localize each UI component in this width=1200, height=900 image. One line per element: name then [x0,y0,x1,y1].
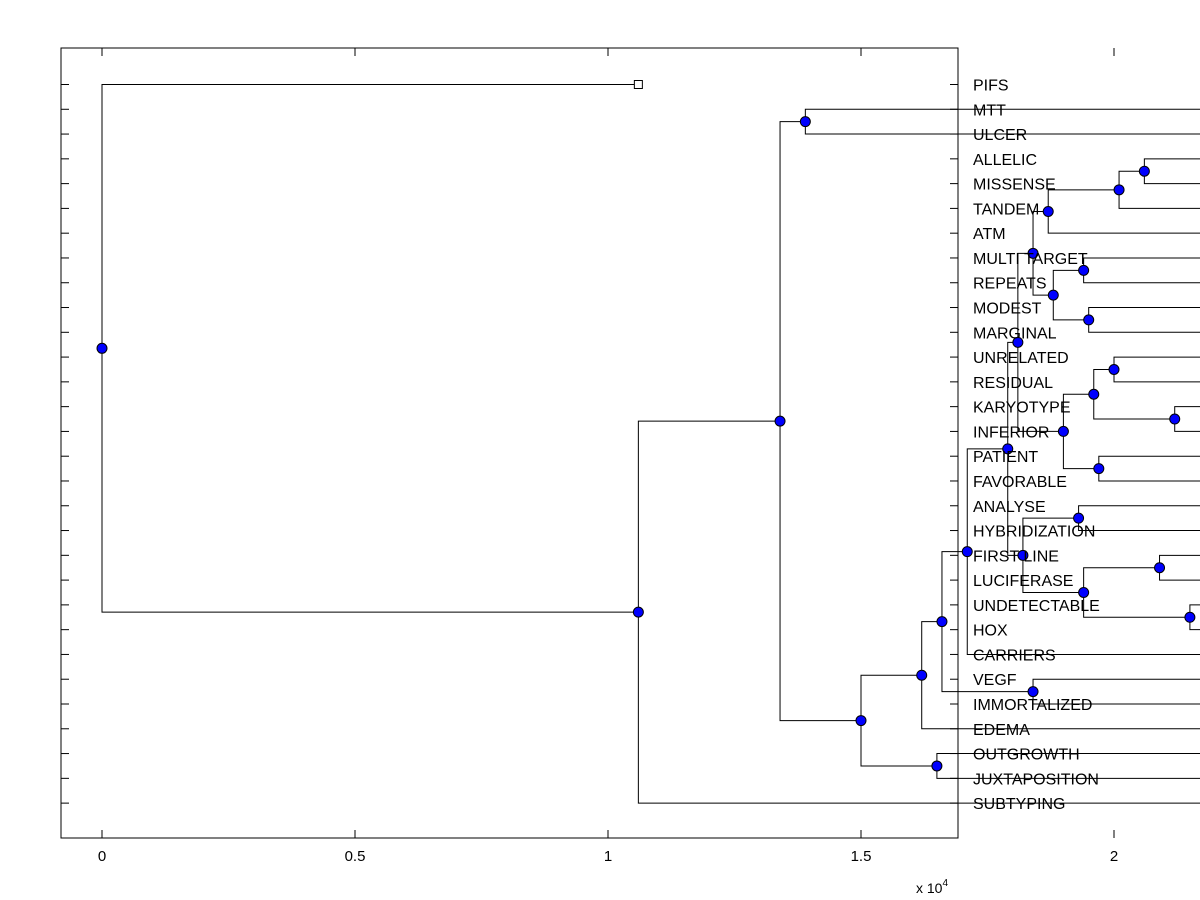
merge-node [96,342,108,354]
leaf-label: VEGF [973,672,1017,689]
merge-node [632,606,644,618]
merge-node [1073,512,1085,524]
leaf-label: ULCER [973,127,1027,144]
leaf-label: UNRELATED [973,350,1069,367]
leaf-label: ANALYSE [973,499,1046,516]
merge-node [1078,264,1090,276]
merge-node [1027,247,1039,259]
merge-node [1012,336,1024,348]
leaf-label: REPEATS [973,276,1047,293]
merge-node [961,546,973,558]
x-tick-label: 1 [604,848,612,865]
leaf-label: MODEST [973,301,1042,318]
leaf-label: KARYOTYPE [973,400,1071,417]
leaf-label: PIFS [973,78,1009,95]
leaf-label: FIRST LINE [973,548,1059,565]
merge-node [855,715,867,727]
leaf-label: HYBRIDIZATION [973,524,1095,541]
merge-node [936,616,948,628]
leaf-label: HOX [973,623,1008,640]
leaf-label: TANDEM [973,201,1039,218]
leaf-label: UNDETECTABLE [973,598,1100,615]
merge-node [1138,165,1150,177]
x-tick-label: 0.5 [345,848,366,865]
dendrogram-link [1143,158,1200,185]
leaf-label: MULTI TARGET [973,251,1088,268]
merge-node [1184,611,1196,623]
dendrogram-link [1159,554,1200,581]
merge-node [1047,289,1059,301]
leaf-label: PATIENT [973,449,1038,466]
dendrogram-link [1113,356,1200,383]
leaf-label: INFERIOR [973,424,1049,441]
leaf-markers [633,80,643,89]
leaf-label: OUTGROWTH [973,747,1080,764]
leaf-label: MARGINAL [973,325,1057,342]
leaf-label: JUXTAPOSITION [973,771,1099,788]
merge-node [1154,562,1166,574]
x-tick-label: 1.5 [851,848,872,865]
dendrogram-link [1118,170,1200,209]
x-axis-exponent-power: 4 [942,878,948,889]
axes-box [60,47,959,839]
merge-node [1002,443,1014,455]
merge-node [1078,586,1090,598]
x-axis-exponent: x 104 [916,878,948,896]
leaf-marker [633,80,643,89]
leaf-label: LUCIFERASE [973,573,1073,590]
leaf-label: CARRIERS [973,647,1056,664]
leaf-labels: PIFS MTT ULCER ALLELIC MISSENSE TANDEM ATM MULT… [973,78,1100,814]
x-tick-label: 2 [1110,848,1118,865]
leaf-label: EDEMA [973,722,1030,739]
merge-node [1169,413,1181,425]
leaf-label: ATM [973,226,1006,243]
dendrogram-link [1078,505,1200,532]
dendrogram-link [1047,189,1200,234]
leaf-label: ALLELIC [973,152,1037,169]
merge-node [1057,425,1069,437]
merge-node [774,415,786,427]
x-tick-label: 0 [98,848,106,865]
leaf-label: SUBTYPING [973,796,1065,813]
merge-node [1042,205,1054,217]
merge-node [1088,388,1100,400]
leaf-label: IMMORTALIZED [973,697,1092,714]
dendrogram-link [1083,257,1200,284]
merge-node [916,669,928,681]
leaf-label: FAVORABLE [973,474,1067,491]
merge-node [1083,314,1095,326]
merge-node [1113,184,1125,196]
merge-node [799,116,811,128]
merge-node [931,760,943,772]
dendrogram-link [1093,368,1175,420]
leaf-label: RESIDUAL [973,375,1053,392]
merge-nodes [96,116,1196,772]
x-axis: 00.511.522.53 [98,48,1118,865]
leaf-label: MTT [973,102,1006,119]
leaf-label: MISSENSE [973,177,1056,194]
merge-node [1093,463,1105,475]
merge-node [1108,363,1120,375]
merge-node [1017,549,1029,561]
x-axis-exponent-base: x 10 [916,880,943,896]
dendrogram-link [1088,307,1200,333]
merge-node [1027,686,1039,698]
dendrogram-link [1098,455,1200,482]
